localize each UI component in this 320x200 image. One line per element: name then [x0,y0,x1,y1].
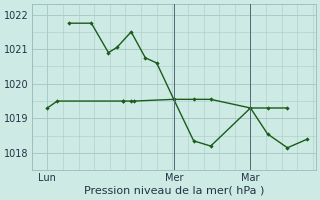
X-axis label: Pression niveau de la mer( hPa ): Pression niveau de la mer( hPa ) [84,186,264,196]
